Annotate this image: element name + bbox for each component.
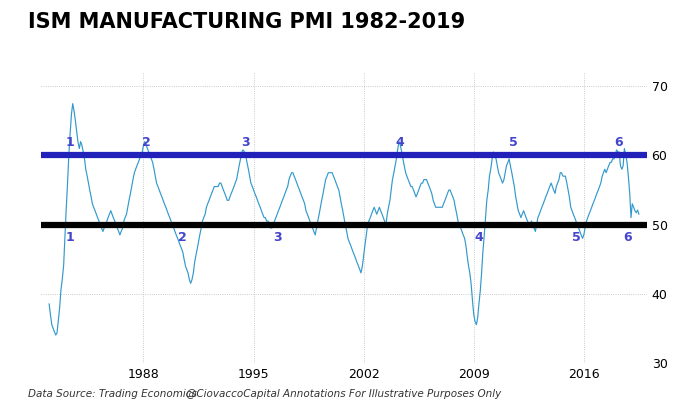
Text: 3: 3 bbox=[241, 135, 250, 149]
Text: 3: 3 bbox=[273, 231, 281, 245]
Text: ISM MANUFACTURING PMI 1982-2019: ISM MANUFACTURING PMI 1982-2019 bbox=[28, 12, 465, 32]
Text: 1: 1 bbox=[65, 135, 74, 149]
Text: 6: 6 bbox=[623, 231, 632, 245]
Text: 5: 5 bbox=[508, 135, 517, 149]
Text: 2: 2 bbox=[142, 135, 151, 149]
Text: 2: 2 bbox=[178, 231, 187, 245]
Text: @CiovaccoCapital Annotations For Illustrative Purposes Only: @CiovaccoCapital Annotations For Illustr… bbox=[186, 389, 502, 399]
Text: 4: 4 bbox=[396, 135, 405, 149]
Text: 4: 4 bbox=[474, 231, 483, 245]
Text: Data Source: Trading Economics: Data Source: Trading Economics bbox=[28, 389, 196, 399]
Text: 6: 6 bbox=[614, 135, 623, 149]
Text: 1: 1 bbox=[65, 231, 74, 245]
Text: 5: 5 bbox=[572, 231, 581, 245]
